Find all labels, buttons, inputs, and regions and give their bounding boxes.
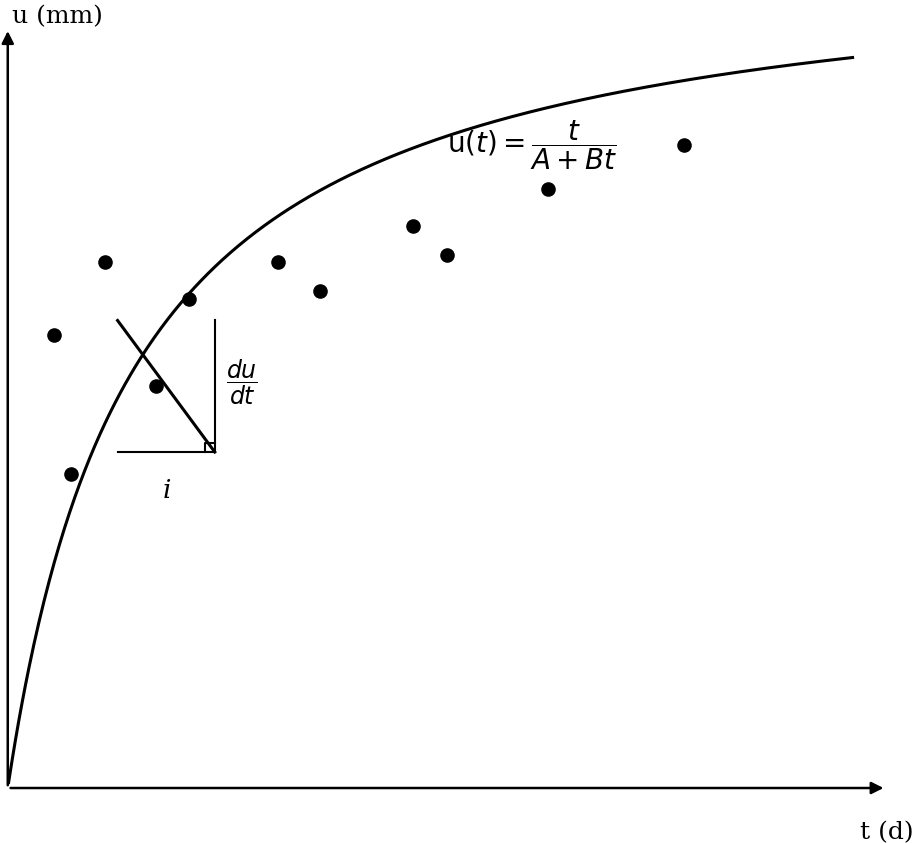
Point <box>182 292 197 305</box>
Point <box>63 467 78 481</box>
Text: $\dfrac{du}{dt}$: $\dfrac{du}{dt}$ <box>226 358 257 407</box>
Point <box>97 255 112 269</box>
Point <box>406 219 421 233</box>
Text: u (mm): u (mm) <box>12 5 103 29</box>
Text: i: i <box>163 477 171 502</box>
Point <box>47 329 62 342</box>
Point <box>148 379 163 393</box>
Text: t (d): t (d) <box>859 821 913 843</box>
Point <box>676 138 691 152</box>
Point <box>439 248 454 261</box>
Point <box>541 182 556 196</box>
Point <box>313 285 328 298</box>
Text: $\mathrm{u}(t) = \dfrac{t}{A + Bt}$: $\mathrm{u}(t) = \dfrac{t}{A + Bt}$ <box>447 118 617 172</box>
Point <box>271 255 286 269</box>
